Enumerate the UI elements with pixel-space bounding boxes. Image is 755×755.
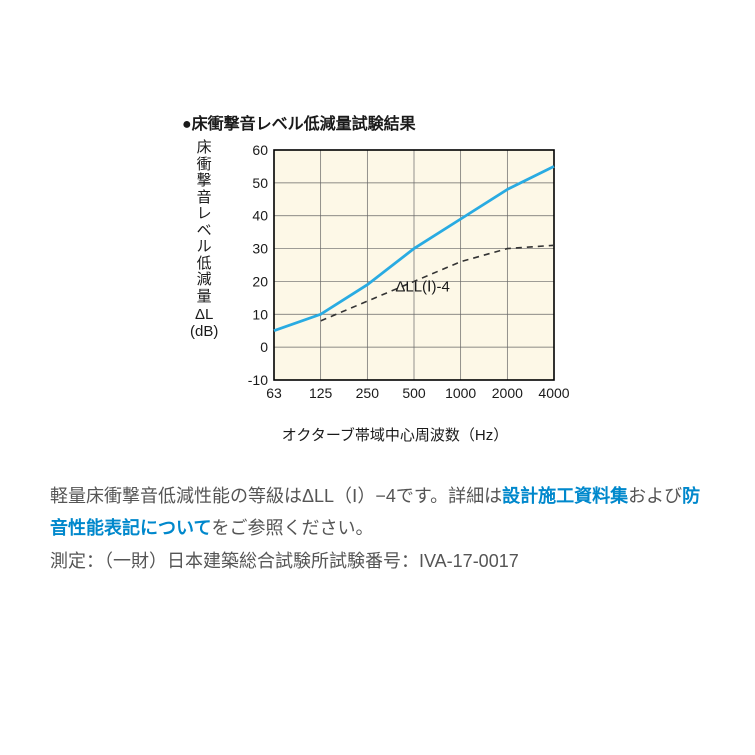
- svg-text:40: 40: [253, 208, 269, 224]
- caption-text-1: 軽量床衝撃音低減性能の等級はΔLL（Ⅰ）−4です。詳細は: [50, 486, 502, 506]
- svg-text:-10: -10: [248, 372, 268, 388]
- y-axis-unit-delta-l: ΔL: [195, 307, 213, 324]
- link-design-docs[interactable]: 設計施工資料集: [502, 486, 628, 506]
- chart-plot: -10 0 10 20 30 40 50 60 63 125 250 500 1000 2000 4000 Δ…: [224, 140, 570, 420]
- chart-title: ●床衝撃音レベル低減量試験結果: [182, 110, 570, 134]
- x-axis-label: オクターブ帯域中心周波数（Hz）: [220, 424, 570, 445]
- svg-text:4000: 4000: [539, 385, 570, 401]
- svg-text:250: 250: [356, 385, 380, 401]
- svg-text:63: 63: [267, 385, 283, 401]
- caption-text-mid: および: [628, 486, 682, 506]
- svg-text:2000: 2000: [492, 385, 523, 401]
- svg-text:1000: 1000: [445, 385, 476, 401]
- svg-text:125: 125: [309, 385, 333, 401]
- y-axis-unit-db: (dB): [190, 324, 218, 341]
- svg-text:50: 50: [253, 175, 269, 191]
- svg-text:500: 500: [403, 385, 427, 401]
- caption-text-2: をご参照ください。: [211, 518, 373, 538]
- svg-text:0: 0: [261, 339, 269, 355]
- caption-block: 軽量床衝撃音低減性能の等級はΔLL（Ⅰ）−4です。詳細は設計施工資料集および防音…: [50, 480, 705, 577]
- svg-text:30: 30: [253, 241, 269, 257]
- svg-text:60: 60: [253, 142, 269, 158]
- svg-text:ΔLL(Ⅰ)-4: ΔLL(Ⅰ)-4: [396, 278, 450, 295]
- y-axis-label-column: 床衝撃音レベル低減量 ΔL (dB): [190, 140, 218, 340]
- chart-container: ●床衝撃音レベル低減量試験結果 床衝撃音レベル低減量 ΔL (dB) -1001…: [190, 110, 570, 445]
- y-axis-label-vertical: 床衝撃音レベル低減量: [197, 140, 212, 305]
- caption-measurement: 測定：（一財）日本建築総合試験所試験番号：IVA-17-0017: [50, 551, 519, 571]
- svg-text:20: 20: [253, 273, 269, 289]
- svg-text:10: 10: [253, 306, 269, 322]
